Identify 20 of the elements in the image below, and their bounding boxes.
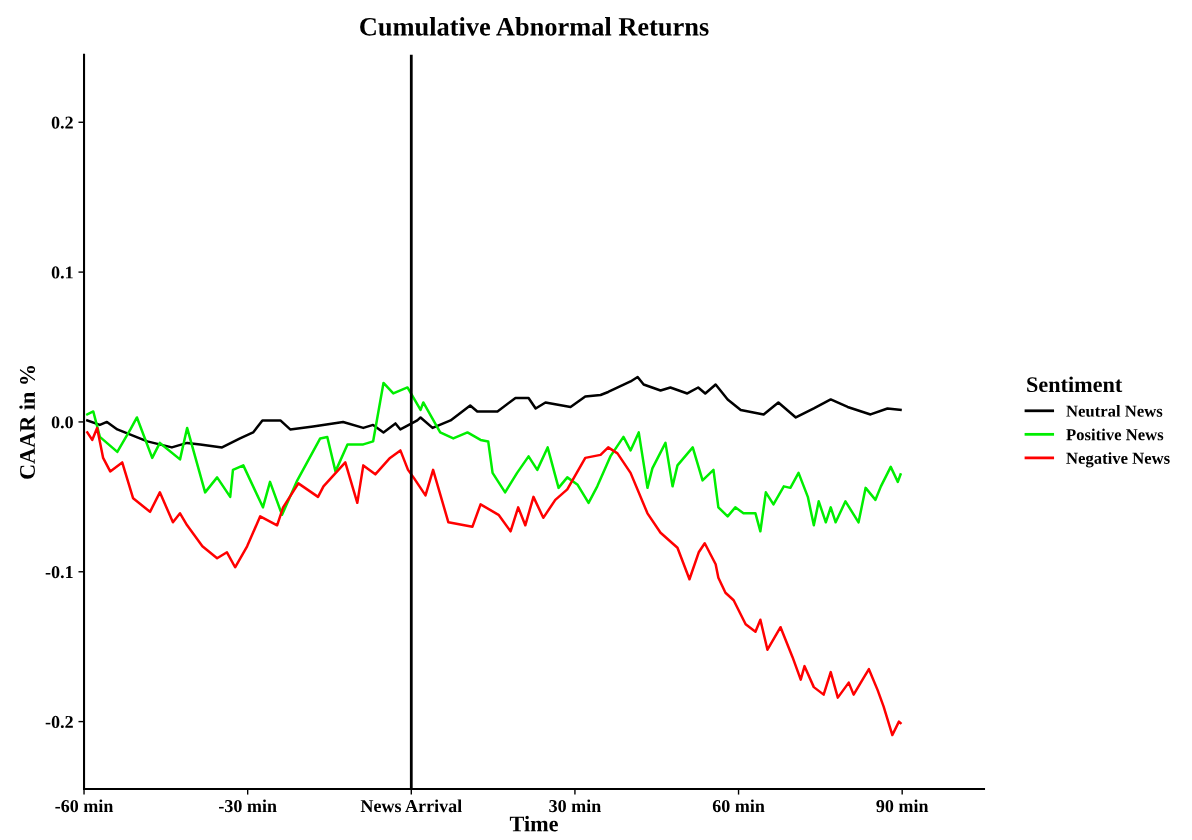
x-tick-label: 90 min	[876, 799, 929, 813]
y-axis-title: CAAR in %	[19, 365, 36, 479]
legend-label: Negative News	[1066, 452, 1170, 468]
legend-title: Sentiment	[1027, 376, 1123, 393]
y-tick-label: 0.1	[51, 266, 73, 279]
x-tick-label: 60 min	[712, 799, 765, 813]
x-axis-title: Time	[509, 815, 558, 832]
legend-label: Positive News	[1066, 428, 1164, 441]
legend-label: Neutral News	[1066, 405, 1163, 417]
x-tick-label: -30 min	[218, 799, 277, 813]
y-tick-label: -0.2	[45, 715, 73, 729]
chart-title: Cumulative Abnormal Returns	[360, 17, 709, 36]
line-series	[86, 426, 902, 737]
line-series	[86, 381, 902, 533]
y-tick-label: 0.0	[51, 416, 73, 429]
y-tick-label: -0.1	[45, 566, 73, 579]
x-tick-label: 30 min	[549, 799, 601, 813]
x-tick-label: News Arrival	[360, 799, 462, 813]
y-tick-label: 0.2	[51, 116, 73, 129]
x-tick-label: -60 min	[55, 799, 114, 813]
